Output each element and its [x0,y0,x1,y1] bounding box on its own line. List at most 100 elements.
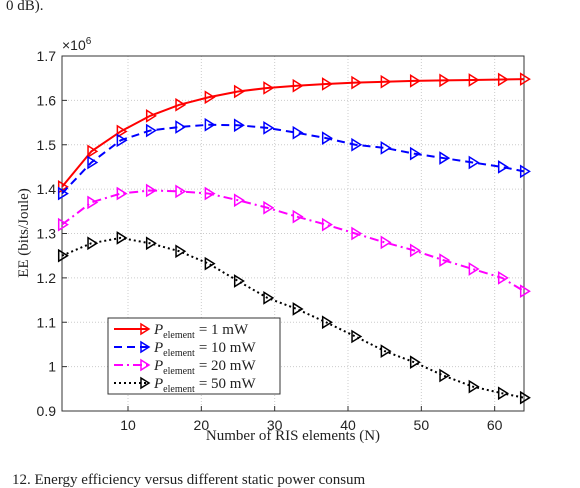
legend-rest: = 10 mW [199,340,257,356]
marker [57,186,69,201]
y-tick-label: 1.5 [37,137,57,153]
y-tick-label: 1.3 [37,226,57,242]
legend-symbol: P [153,376,163,392]
marker [497,271,509,285]
marker [292,78,304,93]
marker [233,84,245,99]
legend-marker [140,358,151,372]
marker [468,262,480,276]
marker [497,72,509,87]
marker [204,256,216,271]
marker [116,231,128,245]
marker [204,186,216,201]
series-line [61,78,525,188]
marker [145,109,157,123]
marker [351,137,363,152]
marker [87,236,99,251]
legend-label: Pelement = 50 mW [153,376,256,395]
y-tick-label: 1.2 [37,270,57,286]
y-scale-exponent: 6 [86,36,92,47]
series-line [61,236,525,399]
marker [380,344,392,358]
y-tick-label: 1 [48,359,56,375]
marker [292,302,304,316]
legend-subscript: element [163,384,195,395]
marker [145,183,157,198]
y-scale: ×106 [62,36,92,53]
marker [468,73,480,87]
legend-subscript: element [163,348,195,359]
x-tick-label: 40 [340,417,356,433]
marker [204,117,216,132]
y-tick-label: 1.1 [37,314,57,330]
marker [321,77,333,91]
series-line [61,123,525,195]
marker [351,75,363,90]
legend-box [107,317,281,395]
y-axis-label: EE (bits/Joule) [16,188,32,278]
marker [175,97,187,112]
x-tick-label: 60 [487,417,503,433]
legend-symbol: P [153,322,163,338]
marker [380,141,392,155]
legend-label: Pelement = 20 mW [153,358,256,377]
legend-rest: = 1 mW [199,322,249,338]
legend-marker [140,376,151,390]
y-tick-label: 1.4 [37,181,57,197]
y-tick-label: 0.9 [37,403,57,419]
marker [87,144,99,159]
marker [175,184,187,199]
marker [87,195,99,210]
marker [116,133,128,148]
legend-marker [140,340,151,354]
marker [116,186,128,201]
marker [204,90,216,105]
marker [321,217,333,232]
marker [57,248,69,263]
marker [439,73,451,88]
marker [263,81,275,95]
marker [351,329,363,344]
marker [233,274,245,288]
marker [233,193,245,208]
x-tick-label: 20 [194,417,210,433]
plot-frame [61,55,525,412]
marker [351,226,363,241]
marker [468,379,480,394]
marker [145,123,157,138]
legend-label: Pelement = 1 mW [153,322,249,341]
marker [380,235,392,250]
y-scale-base: ×10 [62,37,86,53]
marker [292,125,304,140]
marker [380,74,392,89]
marker [519,390,531,405]
marker [439,368,451,383]
legend-symbol: P [153,358,163,374]
marker [263,290,275,305]
x-tick-label: 50 [414,417,430,433]
marker [321,315,333,330]
marker [145,236,157,251]
y-tick-label: 1.6 [37,92,57,108]
marker [175,244,187,259]
marker [519,164,531,179]
legend-rest: = 50 mW [199,376,257,392]
marker [116,124,128,139]
y-tick-label: 1.7 [37,48,57,64]
marker [409,73,421,88]
legend-rest: = 20 mW [199,358,257,374]
marker [439,253,451,267]
marker [175,120,187,134]
marker [57,180,69,194]
marker [468,155,480,170]
caption-bottom: 12. Energy efficiency versus different s… [12,472,366,488]
marker [497,386,509,401]
marker [439,151,451,165]
marker [409,355,421,370]
marker [497,160,509,174]
marker [519,284,531,299]
marker [292,209,304,224]
marker [233,118,245,133]
x-tick-label: 30 [267,417,283,433]
